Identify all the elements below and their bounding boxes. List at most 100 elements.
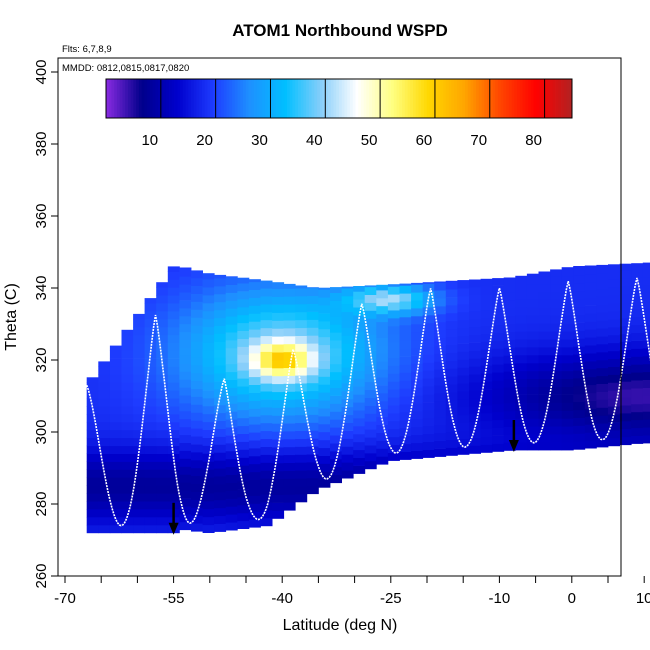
field-cell [202, 295, 215, 304]
field-cell [561, 267, 574, 269]
field-cell [584, 329, 597, 338]
field-cell [295, 422, 308, 431]
colorbar-swatch [344, 79, 348, 118]
field-cell [306, 406, 319, 415]
field-cell [283, 454, 296, 463]
field-cell [225, 514, 238, 523]
field-cell [86, 501, 99, 510]
field-cell [121, 366, 134, 375]
field-cell [283, 470, 296, 479]
field-cell [387, 452, 400, 461]
field-cell [202, 366, 215, 375]
field-cell [248, 463, 261, 473]
colorbar-tick-label: 60 [416, 132, 433, 149]
field-cell [248, 511, 261, 520]
colorbar-swatch [432, 79, 436, 118]
field-cell [642, 395, 650, 404]
field-cell [237, 473, 250, 482]
field-cell [330, 395, 342, 404]
field-cell [179, 347, 192, 356]
field-cell [86, 517, 99, 526]
field-cell [330, 324, 342, 333]
field-cell [584, 440, 597, 449]
colorbar-swatch [245, 79, 249, 118]
field-cell [248, 416, 261, 425]
field-cell [631, 285, 644, 294]
field-cell [202, 358, 215, 367]
field-cell [179, 292, 192, 301]
field-cell [422, 378, 435, 387]
field-cell [515, 355, 528, 364]
x-tick-label: 10 [636, 590, 650, 607]
field-cell [98, 437, 111, 447]
field-cell [515, 339, 528, 348]
field-cell [503, 292, 516, 301]
field-cell [330, 474, 342, 484]
field-cell [144, 421, 157, 431]
colorbar-swatch [223, 79, 228, 118]
x-tick-label: -55 [163, 590, 185, 607]
field-cell [225, 458, 238, 468]
field-cell [248, 503, 261, 512]
field-cell [619, 420, 632, 430]
field-cell [330, 340, 342, 349]
field-cell [167, 311, 180, 320]
field-cell [109, 398, 122, 407]
field-cell [225, 276, 238, 278]
field-cell [538, 370, 551, 380]
field-cell [133, 477, 146, 486]
field-cell [387, 389, 400, 398]
colorbar-swatch [226, 79, 230, 118]
field-cell [295, 303, 308, 313]
field-cell [469, 398, 481, 407]
field-cell [144, 406, 157, 415]
field-cell [306, 430, 319, 439]
field-cell [121, 398, 134, 407]
field-cell [561, 378, 574, 387]
field-cell [156, 350, 169, 359]
colorbar-swatch [286, 79, 291, 118]
field-cell [422, 394, 435, 403]
field-cell [248, 360, 261, 370]
field-cell [619, 263, 632, 271]
field-cell [526, 355, 539, 364]
colorbar-swatch [391, 79, 395, 118]
field-cell [434, 385, 447, 394]
field-cell [387, 436, 400, 446]
field-cell [376, 393, 389, 402]
y-tick-label: 260 [33, 563, 50, 588]
field-cell [376, 329, 389, 338]
field-cell [457, 414, 470, 424]
field-cell [608, 303, 620, 312]
field-cell [318, 376, 331, 385]
field-cell [121, 374, 134, 383]
field-cell [434, 282, 447, 291]
field-cell [457, 422, 470, 432]
field-cell [608, 390, 620, 399]
field-cell [272, 336, 285, 345]
field-cell [596, 407, 609, 416]
colorbar-swatch [267, 79, 271, 118]
field-cell [538, 271, 551, 277]
field-cell [283, 423, 296, 432]
field-cell [167, 303, 180, 312]
field-cell [550, 378, 563, 387]
field-cell [167, 287, 180, 296]
field-cell [492, 348, 505, 357]
field-cell [596, 431, 609, 440]
field-cell [538, 275, 551, 285]
field-cell [399, 380, 412, 389]
colorbar-swatch [423, 79, 428, 118]
field-cell [457, 406, 470, 416]
field-cell [248, 519, 261, 528]
colorbar-swatch [152, 79, 156, 118]
field-cell [387, 365, 400, 374]
field-cell [225, 332, 238, 341]
field-cell [422, 322, 435, 332]
field-cell [318, 287, 331, 290]
colorbar-swatch [569, 79, 573, 118]
field-cell [179, 403, 192, 412]
field-cell [330, 287, 342, 293]
field-cell [596, 264, 609, 274]
field-cell [272, 391, 285, 400]
